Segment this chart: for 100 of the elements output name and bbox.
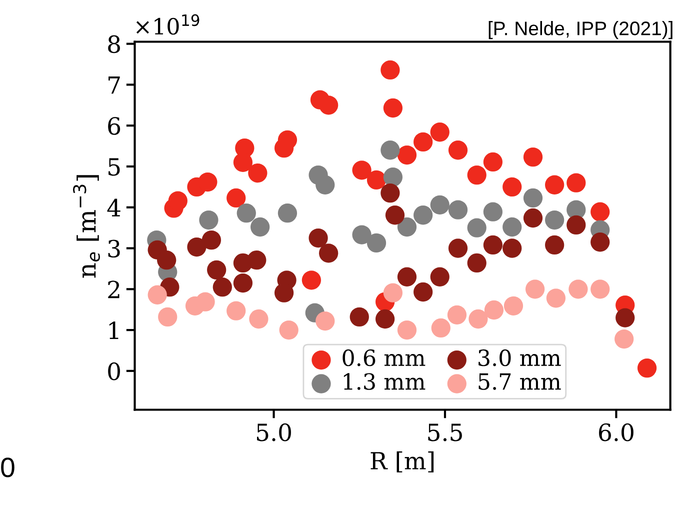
- point: [590, 280, 610, 299]
- point: [504, 296, 524, 316]
- point: [375, 309, 395, 329]
- point: [274, 138, 294, 158]
- point: [637, 358, 657, 378]
- point: [233, 273, 253, 293]
- point: [397, 217, 417, 237]
- point: [523, 208, 543, 228]
- point: [302, 270, 322, 290]
- legend-label: 0.6 mm: [342, 349, 426, 366]
- point: [502, 238, 522, 258]
- point: [157, 250, 176, 270]
- point: [148, 285, 167, 304]
- y-axis-title: n$_{e}$ [m$^{−3}$]: [73, 175, 100, 278]
- x-tick-label: 6.0: [599, 423, 634, 442]
- point: [483, 202, 503, 222]
- point: [274, 283, 294, 302]
- point: [545, 210, 564, 230]
- point: [385, 206, 405, 225]
- text: [P. Nelde, IPP (2021)]: [488, 21, 672, 40]
- point: [431, 318, 450, 338]
- point: [502, 177, 522, 196]
- point: [546, 288, 566, 308]
- point: [545, 235, 564, 255]
- y-tick-label: 0: [108, 362, 120, 380]
- point: [397, 267, 417, 286]
- text: ×10$^{19}$: [136, 14, 200, 35]
- point: [590, 202, 610, 222]
- point: [467, 253, 486, 273]
- legend-label: 5.7 mm: [478, 373, 561, 390]
- point: [187, 237, 206, 257]
- point: [614, 329, 634, 349]
- y-tick-label: 4: [107, 198, 120, 216]
- point: [202, 230, 222, 250]
- point: [566, 215, 586, 235]
- point: [383, 168, 403, 187]
- point: [249, 309, 268, 329]
- point: [383, 283, 403, 302]
- point: [196, 292, 215, 312]
- x-tick-label: 5.5: [428, 424, 462, 442]
- y-tick-label: 8: [108, 35, 120, 54]
- point: [212, 278, 232, 297]
- y-tick-label: 1: [109, 321, 118, 340]
- y-tick-label: 6: [108, 117, 120, 135]
- point: [316, 175, 335, 194]
- point: [366, 170, 386, 190]
- point: [279, 320, 298, 340]
- point: [158, 307, 178, 327]
- point: [308, 228, 328, 248]
- text: 0: [1, 458, 14, 478]
- point: [236, 204, 256, 223]
- point: [198, 172, 218, 192]
- point: [483, 235, 503, 255]
- point: [350, 307, 369, 327]
- point: [568, 280, 588, 299]
- legend-label: 1.3 mm: [344, 373, 426, 390]
- point: [366, 233, 386, 253]
- point: [448, 238, 468, 258]
- point: [502, 217, 522, 237]
- point: [168, 191, 188, 210]
- point: [414, 282, 433, 302]
- y-tick-label: 2: [108, 280, 120, 298]
- point: [380, 183, 400, 203]
- point: [207, 260, 226, 280]
- point: [467, 218, 486, 238]
- point: [525, 280, 545, 299]
- point: [352, 225, 372, 244]
- point: [250, 217, 270, 237]
- point: [199, 210, 218, 230]
- point: [430, 267, 450, 286]
- point: [414, 206, 433, 225]
- point: [352, 160, 372, 180]
- point: [397, 320, 417, 340]
- y-tick-label: 7: [108, 76, 120, 94]
- x-tick-label: 5.0: [257, 423, 291, 442]
- y-tick-label: 3: [108, 240, 120, 258]
- point: [226, 188, 246, 208]
- point: [226, 301, 246, 320]
- point: [318, 244, 338, 263]
- point: [233, 152, 253, 172]
- point: [523, 147, 543, 167]
- point: [397, 145, 417, 165]
- point: [414, 132, 433, 152]
- point: [545, 175, 564, 194]
- point: [616, 308, 635, 328]
- point: [523, 188, 543, 208]
- point: [383, 98, 403, 118]
- point: [380, 140, 400, 160]
- point: [484, 300, 504, 320]
- point: [448, 200, 468, 220]
- point: [590, 232, 610, 252]
- y-tick-label: 5: [108, 158, 120, 176]
- point: [318, 96, 338, 115]
- point: [278, 204, 298, 223]
- point: [447, 305, 467, 324]
- point: [468, 309, 488, 329]
- point: [566, 173, 586, 192]
- point: [448, 140, 468, 160]
- point: [430, 122, 450, 142]
- point: [248, 163, 268, 183]
